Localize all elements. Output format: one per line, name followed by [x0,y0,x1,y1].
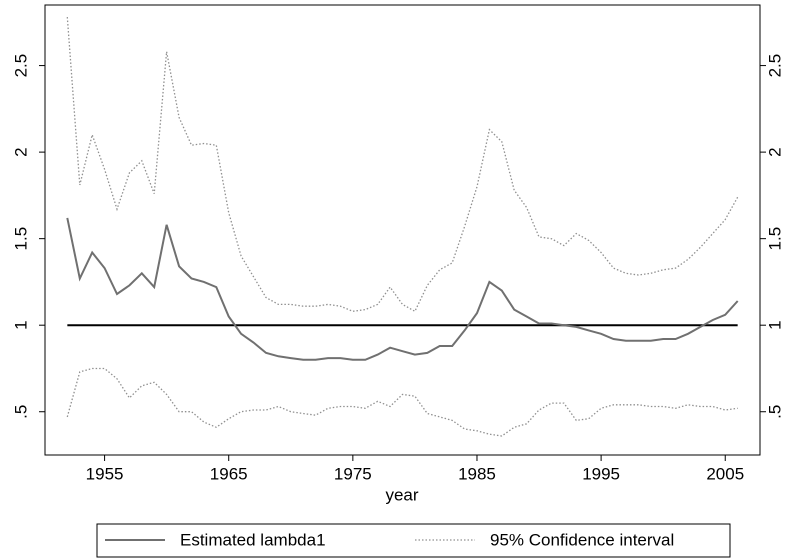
legend-label: Estimated lambda1 [180,530,326,549]
y2-tick-label: 2 [765,147,784,156]
y-tick-label: 1.5 [11,227,30,251]
y-tick-label: 2 [11,147,30,156]
y2-tick-label: 1.5 [765,227,784,251]
series-line [66,367,738,437]
x-tick-label: 1985 [458,464,496,483]
x-tick-label: 1955 [86,464,124,483]
y2-tick-label: 1 [765,320,784,329]
y-tick-label: 2.5 [11,54,30,78]
x-tick-label: 1995 [582,464,620,483]
x-tick-label: 1965 [210,464,248,483]
series-line [66,17,739,313]
x-axis-label: year [385,485,418,504]
y2-tick-label: 2.5 [765,54,784,78]
legend-label: 95% Confidence interval [490,530,674,549]
plot-frame [44,4,761,456]
legend-box [96,523,731,558]
y-tick-label: .5 [11,405,30,419]
y-tick-label: 1 [11,320,30,329]
x-tick-label: 2005 [706,464,744,483]
x-tick-label: 1975 [334,464,372,483]
y2-tick-label: .5 [765,405,784,419]
series-line [66,217,739,361]
